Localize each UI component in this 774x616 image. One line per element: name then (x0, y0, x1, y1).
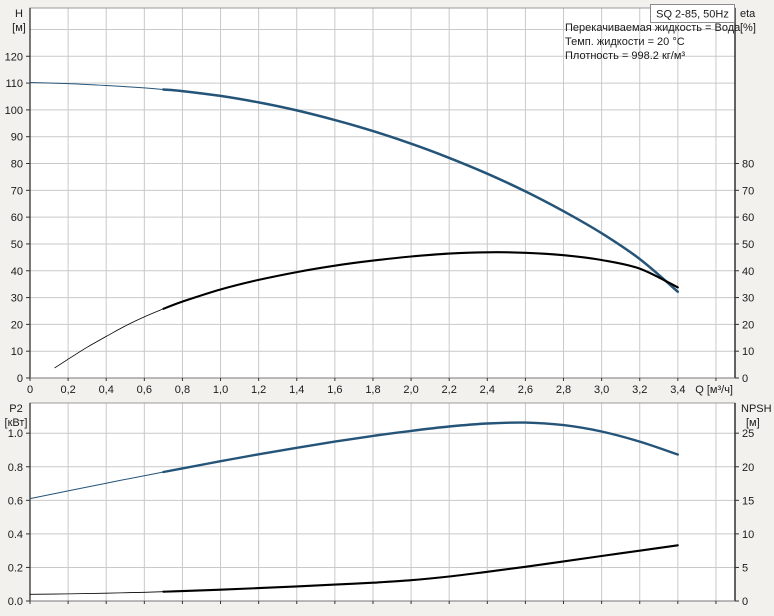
left-tick-label: 1.0 (8, 428, 23, 440)
x-tick-label: 2,6 (518, 384, 533, 396)
info-line-temperature: Темп. жидкости = 20 °C (565, 36, 685, 48)
x-tick-label: 1,4 (289, 384, 304, 396)
right-tick-label: 10 (742, 346, 754, 358)
npsh-axis-unit-line2: [м] (746, 417, 760, 429)
right-tick-label: 0 (742, 373, 748, 385)
right-tick-label: 70 (742, 185, 754, 197)
right-tick-label: 50 (742, 239, 754, 251)
x-tick-label: 0,2 (60, 384, 75, 396)
right-tick-label: 25 (742, 428, 754, 440)
left-tick-label: 90 (11, 132, 23, 144)
right-tick-label: 30 (742, 293, 754, 305)
x-tick-label: 3,0 (594, 384, 609, 396)
left-tick-label: 0.0 (8, 596, 23, 608)
head-curve-thin (29, 82, 164, 90)
pump-type-box (650, 4, 735, 23)
x-tick-label: 1,6 (327, 384, 342, 396)
x-tick-label: 0 (27, 384, 33, 396)
pump-type-label: SQ 2-85, 50Hz (656, 9, 729, 21)
right-tick-label: 60 (742, 212, 754, 224)
head-curve (162, 88, 680, 293)
npsh-curve (162, 544, 679, 593)
flow-axis-unit: Q [м³/ч] (695, 384, 733, 396)
right-tick-label: 20 (742, 462, 754, 474)
power-axis-unit-line1: P2 (9, 403, 22, 415)
x-tick-label: 2,4 (480, 384, 495, 396)
chart-plots: 0102030405060708090100110120010203040506… (5, 7, 754, 608)
x-tick-label: 2,2 (442, 384, 457, 396)
right-tick-label: 15 (742, 495, 754, 507)
x-tick-label: 0,4 (99, 384, 114, 396)
info-line-density: Плотность = 998.2 кг/м³ (565, 50, 685, 62)
left-tick-label: 10 (11, 346, 23, 358)
x-tick-label: 3,4 (670, 384, 685, 396)
left-tick-label: 50 (11, 239, 23, 251)
power-axis-unit-line2: [кВт] (5, 417, 28, 429)
x-tick-label: 0,6 (137, 384, 152, 396)
npsh-curve-thin (29, 591, 164, 595)
right-tick-label: 40 (742, 266, 754, 278)
bottom-chart-labels: P2 [кВт] NPSH [м] (5, 403, 772, 429)
power-curve (162, 421, 679, 474)
left-tick-label: 0.2 (8, 562, 23, 574)
plot-background (30, 403, 735, 601)
left-tick-label: 100 (5, 105, 23, 117)
x-tick-label: 1,2 (251, 384, 266, 396)
left-tick-label: 110 (5, 78, 23, 90)
efficiency-curve-thin (54, 308, 164, 369)
eta-axis-unit-line2: [%] (740, 22, 756, 34)
head-axis-unit-line2: [м] (12, 22, 26, 34)
efficiency-curve (162, 251, 679, 310)
left-tick-label: 40 (11, 266, 23, 278)
right-tick-label: 5 (742, 562, 748, 574)
left-tick-label: 60 (11, 212, 23, 224)
left-tick-label: 30 (11, 293, 23, 305)
power-curve-thin (29, 471, 164, 500)
x-tick-label: 2,8 (556, 384, 571, 396)
left-tick-label: 20 (11, 319, 23, 331)
head-axis-unit-line1: H (15, 8, 23, 20)
left-tick-label: 120 (5, 51, 23, 63)
left-tick-label: 0.8 (8, 462, 23, 474)
right-tick-label: 10 (742, 529, 754, 541)
right-tick-label: 80 (742, 159, 754, 171)
left-tick-label: 70 (11, 185, 23, 197)
info-line-liquid: Перекачиваемая жидкость = Вода (565, 22, 741, 34)
x-tick-label: 1,8 (365, 384, 380, 396)
right-tick-label: 20 (742, 319, 754, 331)
npsh-axis-unit-line1: NPSH (741, 403, 772, 415)
x-tick-label: 3,2 (632, 384, 647, 396)
left-tick-label: 0.4 (8, 529, 23, 541)
x-tick-label: 1,0 (213, 384, 228, 396)
left-tick-label: 0.6 (8, 495, 23, 507)
left-tick-label: 0 (17, 373, 23, 385)
top-chart-labels: H [м] eta [%] Q [м³/ч] SQ 2-85, 50Hz Пер… (12, 4, 756, 396)
left-tick-label: 80 (11, 159, 23, 171)
eta-axis-unit-line1: eta (740, 8, 756, 20)
x-tick-label: 2,0 (403, 384, 418, 396)
right-tick-label: 0 (742, 596, 748, 608)
x-tick-label: 0,8 (175, 384, 190, 396)
plot-background (30, 8, 735, 378)
